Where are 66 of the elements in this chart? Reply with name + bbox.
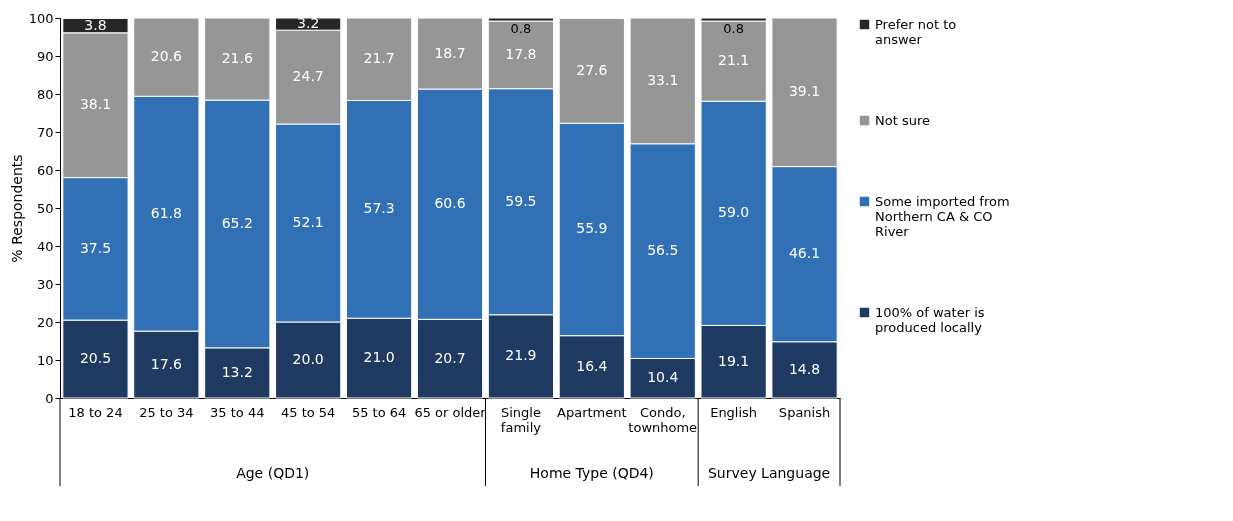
legend-label: 100% of water is produced locally — [875, 304, 985, 335]
data-label: 37.5 — [79, 239, 112, 256]
x-tick-label: 45 to 54 — [280, 404, 336, 420]
x-tick-label: 35 to 44 — [210, 404, 265, 420]
x-tick-label: Condo, townhome — [628, 404, 698, 435]
y-tick-label: 100 — [28, 10, 54, 26]
data-label: 38.1 — [79, 96, 112, 113]
y-tick-label: 80 — [36, 86, 54, 102]
data-label: 21.1 — [718, 52, 750, 69]
x-tick-label: Apartment — [557, 404, 627, 420]
data-label: 21.6 — [221, 50, 253, 67]
data-label: 18.7 — [434, 44, 466, 61]
text: Age (QD1) — [236, 465, 310, 481]
data-label: 20.7 — [434, 349, 466, 366]
legend-label: Some imported from Northern CA & CO River — [875, 193, 1010, 239]
data-label: 14.8 — [788, 360, 821, 377]
data-label: 24.7 — [292, 68, 324, 85]
y-tick-label: 30 — [36, 276, 54, 292]
x-tick-label: 55 to 64 — [351, 404, 407, 420]
data-label: 3.8 — [84, 16, 107, 33]
data-label: 56.5 — [647, 242, 679, 259]
data-label: 60.6 — [434, 195, 466, 212]
data-label: 16.4 — [576, 357, 608, 374]
data-label: 3.2 — [297, 15, 320, 32]
x-tick-label: 18 to 24 — [68, 404, 123, 420]
data-label: 21.7 — [363, 50, 395, 67]
legend-label: Prefer not to answer — [875, 16, 957, 47]
x-tick-label: English — [710, 404, 758, 420]
y-tick-label: 20 — [36, 314, 54, 330]
text: Home Type (QD4) — [529, 465, 654, 481]
data-label: 55.9 — [576, 220, 608, 237]
data-label: 52.1 — [292, 214, 324, 231]
data-label: 33.1 — [647, 71, 679, 88]
data-label: 13.2 — [221, 363, 253, 380]
data-label: 21.9 — [505, 347, 537, 364]
data-label: 21.0 — [363, 349, 395, 366]
data-label: 61.8 — [150, 204, 182, 221]
data-label: 59.5 — [505, 192, 537, 209]
y-tick-label: 50 — [36, 200, 54, 216]
data-label: 20.6 — [150, 48, 183, 65]
y-tick-label: 70 — [36, 124, 54, 140]
y-tick-label: 60 — [36, 162, 54, 178]
data-label: 0.8 — [723, 21, 744, 37]
data-label: 17.6 — [150, 355, 183, 372]
legend-label: Not sure — [875, 112, 930, 128]
data-label: 57.3 — [363, 200, 395, 217]
data-label: 19.1 — [718, 352, 750, 369]
x-tick-label: 25 to 34 — [139, 404, 194, 420]
y-tick-label: 10 — [36, 352, 54, 368]
x-tick-label: Spanish — [778, 404, 831, 420]
x-tick-label: Single family — [500, 404, 542, 435]
text: Survey Language — [707, 465, 831, 481]
data-label: 20.0 — [292, 351, 324, 367]
data-label: 46.1 — [788, 245, 821, 262]
data-label: 39.1 — [788, 83, 821, 100]
y-tick-label: 0 — [45, 390, 54, 406]
data-label: 59.0 — [718, 204, 750, 221]
data-label: 17.8 — [505, 45, 537, 62]
data-label: 27.6 — [576, 61, 608, 78]
y-tick-label: 90 — [36, 48, 54, 64]
y-axis-title: % Respondents — [8, 154, 25, 263]
data-label: 65.2 — [221, 214, 253, 231]
data-label: 0.8 — [510, 21, 532, 37]
data-label: 10.4 — [647, 369, 679, 386]
y-tick-label: 40 — [36, 238, 54, 254]
data-label: 20.5 — [79, 350, 112, 367]
